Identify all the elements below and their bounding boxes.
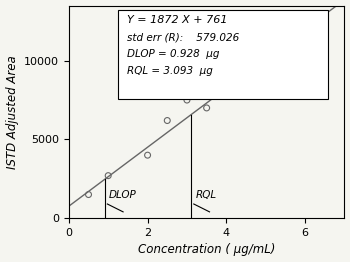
Text: std err (R):    579.026: std err (R): 579.026 bbox=[127, 32, 239, 42]
Point bbox=[314, 19, 320, 23]
Point bbox=[86, 193, 91, 197]
Point bbox=[243, 65, 249, 69]
X-axis label: Concentration ( μg/mL): Concentration ( μg/mL) bbox=[138, 243, 275, 256]
Point bbox=[105, 173, 111, 178]
Point bbox=[294, 46, 300, 50]
Text: DLOP = 0.928  μg: DLOP = 0.928 μg bbox=[127, 49, 219, 59]
Point bbox=[204, 106, 209, 110]
Point bbox=[184, 98, 190, 102]
Text: RQL = 3.093  μg: RQL = 3.093 μg bbox=[127, 66, 212, 76]
Point bbox=[164, 118, 170, 123]
Point bbox=[145, 153, 150, 157]
Text: Y = 1872 X + 761: Y = 1872 X + 761 bbox=[127, 15, 227, 25]
Text: RQL: RQL bbox=[195, 190, 216, 200]
Text: DLOP: DLOP bbox=[108, 190, 136, 200]
FancyBboxPatch shape bbox=[118, 10, 328, 99]
Point bbox=[263, 54, 268, 58]
Y-axis label: ISTD Adjusted Area: ISTD Adjusted Area bbox=[6, 55, 19, 169]
